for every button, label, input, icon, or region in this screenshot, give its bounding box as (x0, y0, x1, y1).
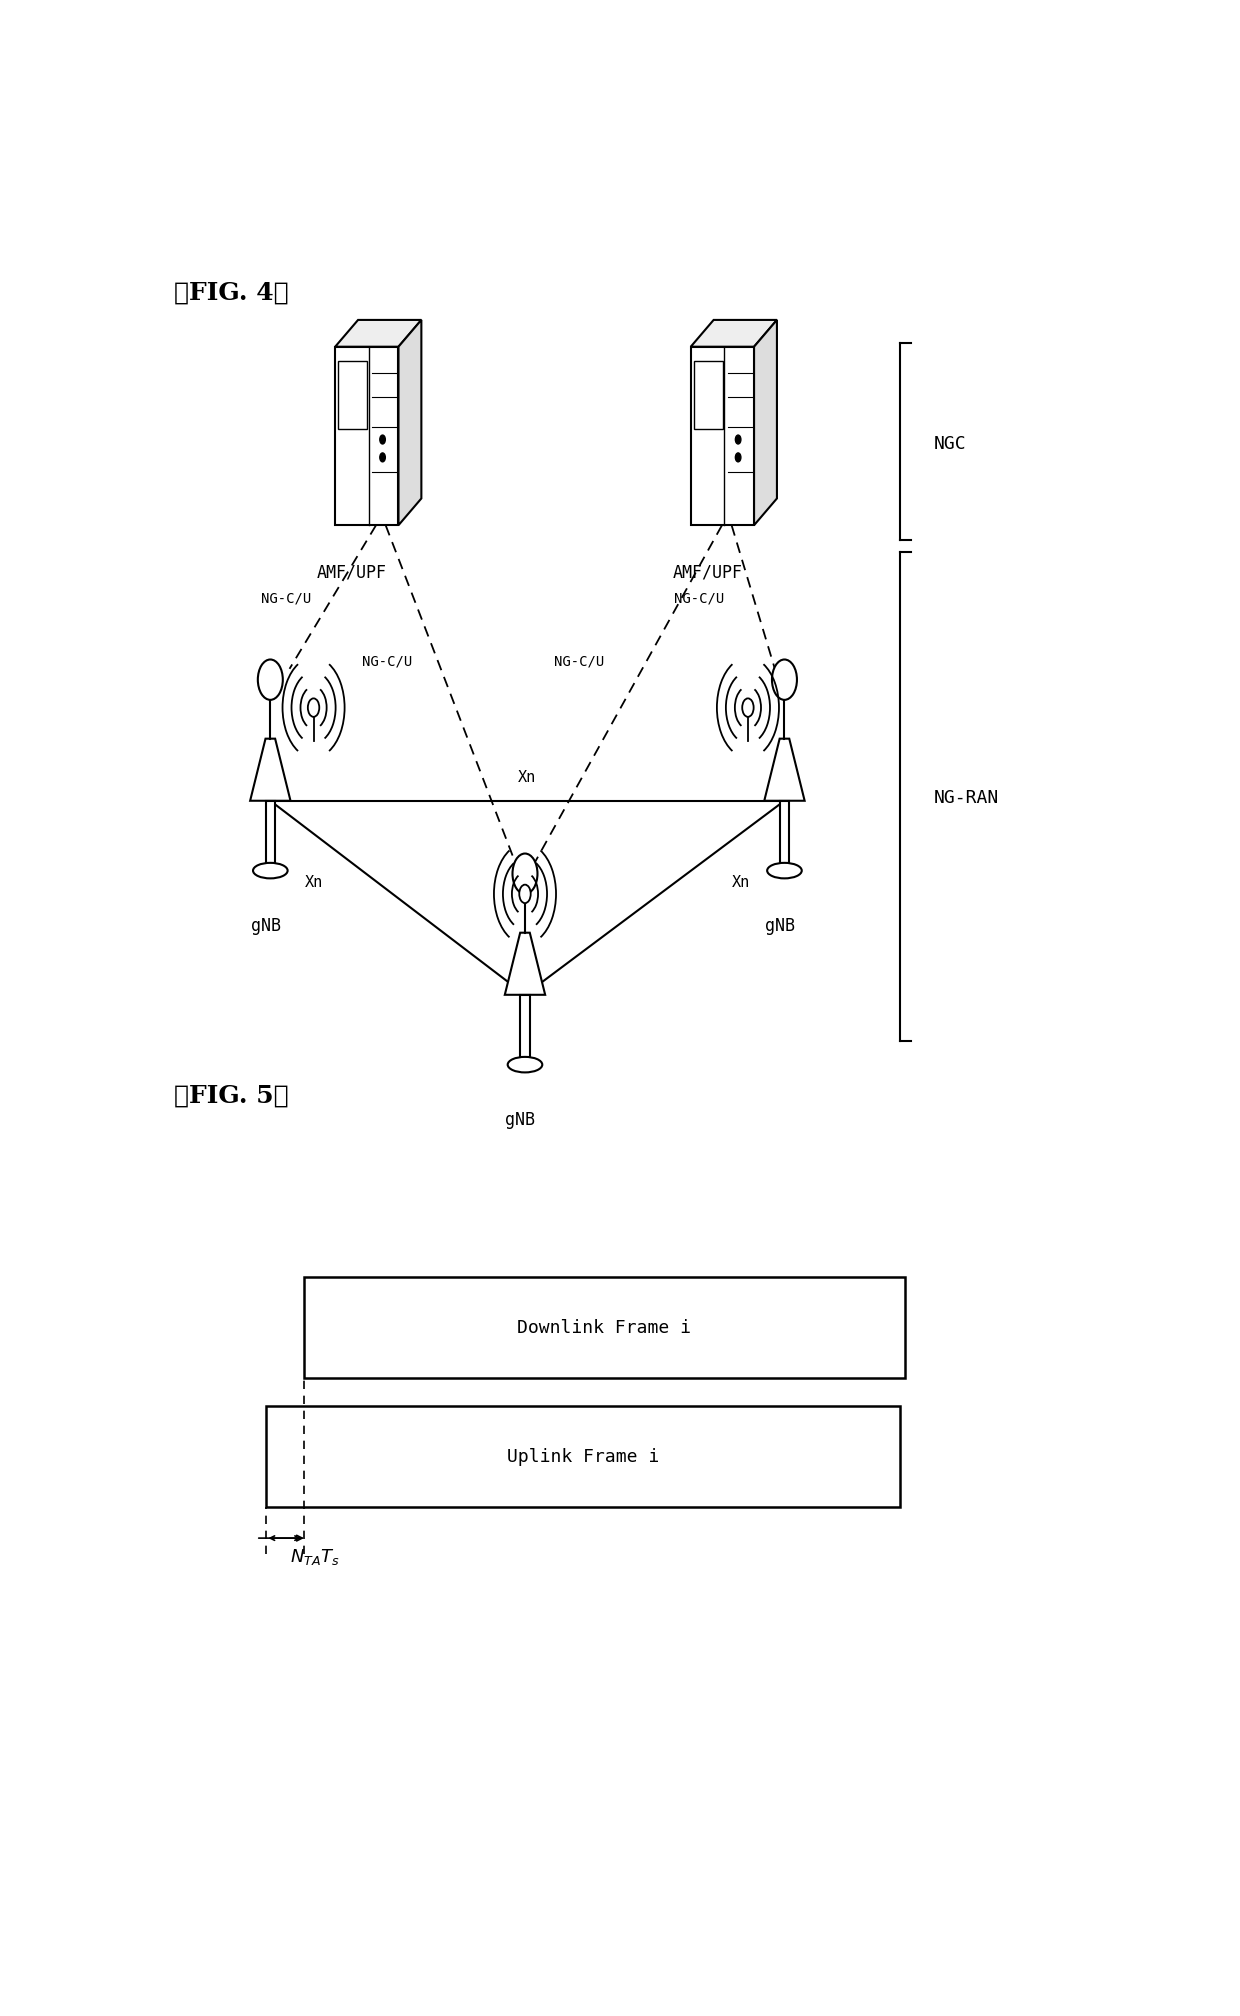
Polygon shape (521, 994, 529, 1064)
Circle shape (379, 454, 386, 462)
Bar (694, 361, 723, 429)
Ellipse shape (253, 863, 288, 879)
Polygon shape (398, 321, 422, 526)
Text: Xn: Xn (305, 875, 324, 889)
Circle shape (520, 885, 531, 903)
Polygon shape (335, 347, 398, 526)
Ellipse shape (507, 1056, 542, 1073)
Circle shape (735, 435, 740, 444)
Circle shape (773, 659, 797, 700)
Circle shape (379, 435, 386, 444)
Text: Xn: Xn (732, 875, 750, 889)
Polygon shape (250, 738, 290, 800)
Polygon shape (764, 738, 805, 800)
Text: gNB: gNB (505, 1111, 536, 1129)
Bar (339, 361, 367, 429)
Text: 【FIG. 4】: 【FIG. 4】 (174, 280, 289, 304)
Text: gNB: gNB (765, 917, 795, 935)
Text: Downlink Frame i: Downlink Frame i (517, 1318, 691, 1337)
Text: gNB: gNB (250, 917, 280, 935)
Text: NGC: NGC (934, 435, 966, 454)
Ellipse shape (768, 863, 802, 879)
Text: NG-C/U: NG-C/U (260, 593, 311, 607)
Text: AMF/UPF: AMF/UPF (317, 562, 387, 581)
Circle shape (512, 853, 537, 893)
Text: AMF/UPF: AMF/UPF (672, 562, 743, 581)
Text: NG-C/U: NG-C/U (554, 653, 604, 667)
Text: Xn: Xn (518, 770, 537, 786)
Circle shape (735, 454, 740, 462)
Text: NG-RAN: NG-RAN (934, 788, 998, 806)
Text: 【FIG. 5】: 【FIG. 5】 (174, 1083, 289, 1107)
Text: NG-C/U: NG-C/U (675, 593, 724, 607)
Circle shape (743, 698, 754, 718)
Polygon shape (691, 321, 777, 347)
Circle shape (258, 659, 283, 700)
Polygon shape (754, 321, 777, 526)
Polygon shape (505, 933, 546, 994)
Polygon shape (335, 321, 422, 347)
Polygon shape (691, 347, 754, 526)
Bar (304, 1278, 905, 1379)
Polygon shape (265, 800, 275, 871)
Polygon shape (780, 800, 789, 871)
Text: NG-C/U: NG-C/U (362, 653, 412, 667)
Text: $N_{TA}T_s$: $N_{TA}T_s$ (290, 1548, 339, 1566)
Bar (265, 1407, 900, 1508)
Text: Uplink Frame i: Uplink Frame i (506, 1447, 658, 1466)
Circle shape (308, 698, 319, 718)
